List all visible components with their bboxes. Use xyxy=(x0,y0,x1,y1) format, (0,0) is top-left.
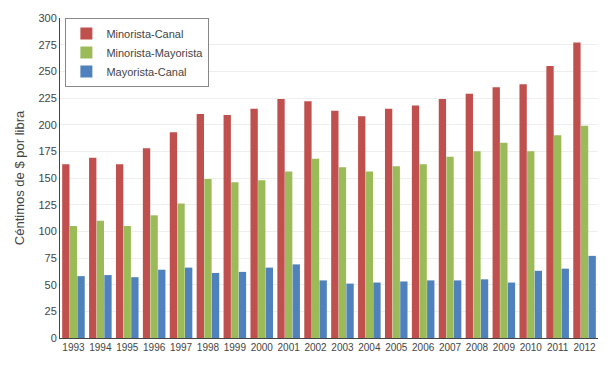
svg-text:225: 225 xyxy=(38,92,56,104)
svg-text:50: 50 xyxy=(45,279,57,291)
svg-text:2005: 2005 xyxy=(385,342,408,353)
svg-text:175: 175 xyxy=(38,145,56,157)
svg-text:25: 25 xyxy=(45,305,57,317)
svg-text:1998: 1998 xyxy=(197,342,220,353)
svg-text:1993: 1993 xyxy=(62,342,85,353)
svg-text:2002: 2002 xyxy=(304,342,327,353)
svg-text:2011: 2011 xyxy=(547,342,569,353)
svg-text:300: 300 xyxy=(38,12,56,24)
svg-text:Minorista-Canal: Minorista-Canal xyxy=(106,28,183,40)
svg-text:150: 150 xyxy=(38,172,56,184)
svg-text:2001: 2001 xyxy=(278,342,301,353)
svg-text:275: 275 xyxy=(38,39,56,51)
svg-text:1996: 1996 xyxy=(143,342,166,353)
svg-text:2006: 2006 xyxy=(412,342,435,353)
svg-text:2003: 2003 xyxy=(331,342,354,353)
svg-text:1995: 1995 xyxy=(116,342,139,353)
svg-text:1994: 1994 xyxy=(89,342,112,353)
svg-text:2010: 2010 xyxy=(520,342,543,353)
svg-text:Minorista-Mayorista: Minorista-Mayorista xyxy=(106,47,203,59)
svg-text:2012: 2012 xyxy=(573,342,596,353)
svg-text:2007: 2007 xyxy=(439,342,462,353)
svg-text:Céntimos de $ por libra: Céntimos de $ por libra xyxy=(12,110,27,245)
svg-text:100: 100 xyxy=(38,225,56,237)
svg-text:2004: 2004 xyxy=(358,342,381,353)
svg-text:Mayorista-Canal: Mayorista-Canal xyxy=(106,66,186,78)
svg-text:0: 0 xyxy=(51,332,57,344)
svg-text:1997: 1997 xyxy=(170,342,193,353)
svg-text:2009: 2009 xyxy=(493,342,516,353)
svg-text:200: 200 xyxy=(38,119,56,131)
svg-text:250: 250 xyxy=(38,65,56,77)
svg-text:2008: 2008 xyxy=(466,342,489,353)
svg-text:1999: 1999 xyxy=(224,342,247,353)
svg-text:125: 125 xyxy=(38,199,56,211)
svg-text:75: 75 xyxy=(45,252,57,264)
svg-text:2000: 2000 xyxy=(251,342,274,353)
